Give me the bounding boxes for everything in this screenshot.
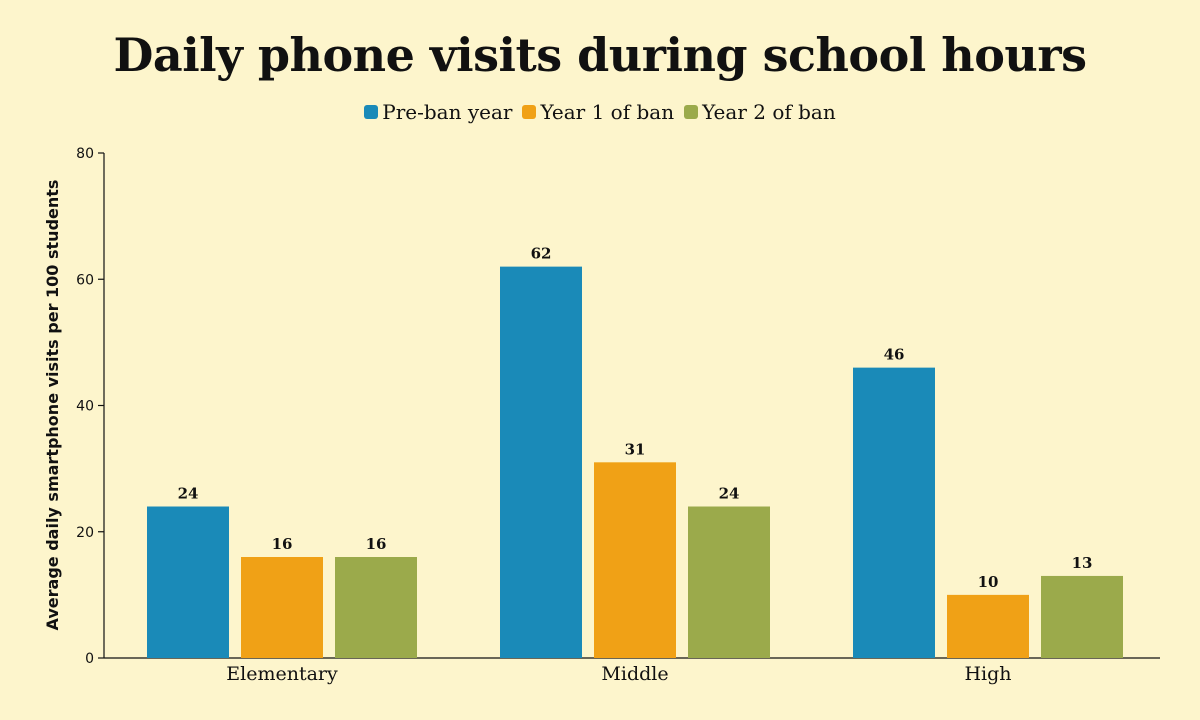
bar-value-label: 16 — [272, 535, 293, 553]
legend-item-pre-ban: Pre-ban year — [364, 100, 512, 124]
chart-title: Daily phone visits during school hours — [113, 28, 1088, 82]
bar — [594, 462, 676, 658]
bar-value-label: 13 — [1072, 554, 1093, 572]
bar — [500, 266, 582, 658]
legend-label-pre-ban: Pre-ban year — [382, 100, 513, 124]
legend: Pre-ban year Year 1 of ban Year 2 of ban — [0, 100, 1200, 124]
bar — [241, 557, 323, 658]
y-tick-label: 40 — [76, 399, 94, 415]
bar-value-label: 46 — [884, 346, 905, 364]
legend-swatch-year-2 — [684, 105, 699, 119]
x-category-label: Middle — [601, 663, 668, 685]
bars: 24 16 16 62 31 24 46 10 13 — [147, 245, 1123, 658]
bar-value-label: 24 — [178, 485, 199, 503]
bar — [853, 367, 935, 658]
bar-value-label: 24 — [719, 485, 740, 503]
x-category-label: High — [964, 663, 1011, 685]
y-ticks: 0 20 40 60 80 — [76, 146, 104, 667]
legend-item-year-2: Year 2 of ban — [684, 100, 836, 124]
y-tick-label: 80 — [76, 146, 94, 162]
bar — [147, 506, 229, 658]
y-tick-label: 60 — [76, 272, 94, 288]
y-tick-label: 0 — [85, 651, 94, 667]
x-category-label: Elementary — [226, 663, 338, 685]
bar-value-label: 10 — [978, 573, 999, 591]
y-axis-title: Average daily smartphone visits per 100 … — [43, 180, 62, 631]
bar — [1041, 575, 1123, 658]
category-labels: Elementary Middle High — [226, 663, 1011, 685]
bar — [335, 557, 417, 658]
legend-swatch-year-1 — [522, 105, 537, 119]
bar-value-label: 31 — [625, 440, 646, 458]
legend-swatch-pre-ban — [364, 105, 379, 119]
legend-label-year-1: Year 1 of ban — [540, 100, 675, 124]
bar — [688, 506, 770, 658]
y-tick-label: 20 — [76, 525, 94, 541]
bar-value-label: 62 — [531, 245, 552, 263]
bar-value-label: 16 — [366, 535, 387, 553]
bar — [947, 594, 1029, 658]
legend-label-year-2: Year 2 of ban — [702, 100, 836, 124]
legend-item-year-1: Year 1 of ban — [522, 100, 674, 124]
